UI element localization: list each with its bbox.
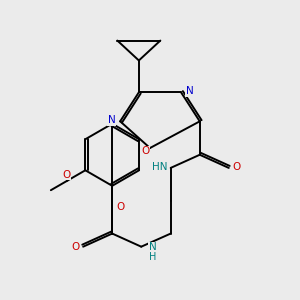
Text: N: N	[186, 86, 194, 96]
Text: O: O	[232, 162, 241, 172]
Text: O: O	[71, 242, 79, 252]
Text: N: N	[107, 115, 115, 125]
Text: O: O	[141, 146, 149, 156]
Text: O: O	[116, 202, 124, 212]
Text: HN: HN	[152, 162, 167, 172]
Text: N: N	[148, 242, 156, 253]
Text: H: H	[149, 252, 156, 262]
Text: O: O	[62, 170, 70, 180]
